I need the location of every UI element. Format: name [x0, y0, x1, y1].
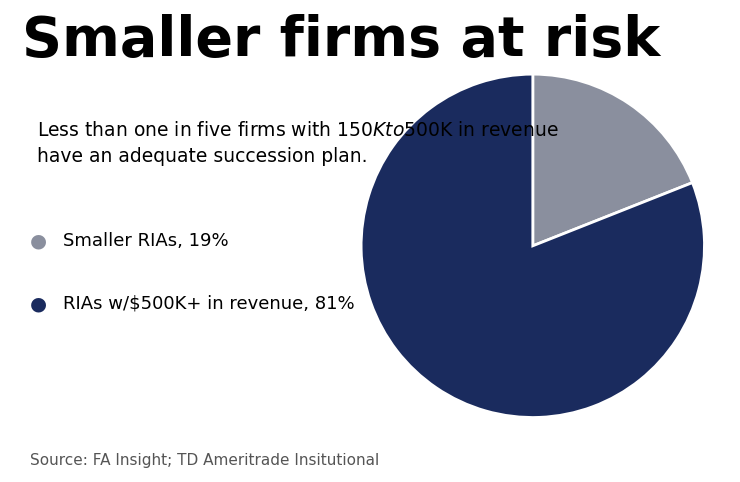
Text: Smaller RIAs, 19%: Smaller RIAs, 19%: [63, 232, 229, 250]
Text: Less than one in five firms with $150K to $500K in revenue
have an adequate succ: Less than one in five firms with $150K t…: [37, 120, 559, 166]
Wedge shape: [361, 74, 704, 417]
Text: Smaller firms at risk: Smaller firms at risk: [22, 14, 660, 68]
Wedge shape: [533, 74, 693, 246]
Text: ●: ●: [30, 294, 47, 313]
Text: ●: ●: [30, 231, 47, 251]
Text: RIAs w/$500K+ in revenue, 81%: RIAs w/$500K+ in revenue, 81%: [63, 295, 354, 313]
Text: Source: FA Insight; TD Ameritrade Insitutional: Source: FA Insight; TD Ameritrade Insitu…: [30, 453, 379, 468]
